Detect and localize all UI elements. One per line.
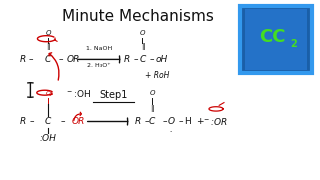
Text: O: O — [45, 30, 51, 36]
FancyBboxPatch shape — [245, 9, 307, 70]
Text: O: O — [45, 91, 51, 96]
Text: ‖: ‖ — [141, 43, 144, 50]
Text: ..: .. — [170, 128, 173, 133]
Text: $^-$:OH: $^-$:OH — [65, 88, 92, 99]
Text: $^-$:OR: $^-$:OR — [202, 116, 227, 127]
Text: –: – — [28, 55, 33, 64]
Text: OR: OR — [67, 55, 80, 64]
Text: O: O — [140, 30, 145, 36]
Text: –: – — [163, 117, 167, 126]
Text: –: – — [29, 117, 34, 126]
Text: C: C — [149, 117, 155, 126]
Text: –: – — [59, 55, 63, 64]
Text: C: C — [139, 55, 146, 64]
Text: C: C — [45, 117, 51, 126]
Text: –: – — [60, 117, 65, 126]
Text: –: – — [179, 117, 183, 126]
Text: H: H — [184, 117, 191, 126]
Text: 2. H₃O⁺: 2. H₃O⁺ — [87, 63, 111, 68]
Text: +: + — [196, 117, 204, 126]
Text: CC: CC — [259, 28, 285, 46]
Text: –: – — [150, 55, 154, 64]
Text: C: C — [45, 55, 51, 64]
Text: oH: oH — [156, 55, 168, 64]
Text: Minute Mechanisms: Minute Mechanisms — [62, 9, 213, 24]
Text: –: – — [145, 117, 149, 126]
Text: –: – — [134, 55, 138, 64]
Text: 1. NaOH: 1. NaOH — [86, 46, 112, 51]
Text: ‖: ‖ — [46, 43, 50, 50]
Text: R: R — [123, 55, 130, 64]
Text: R: R — [134, 117, 141, 126]
Text: O: O — [168, 117, 175, 126]
Text: OR: OR — [72, 117, 85, 126]
Text: :OH: :OH — [40, 134, 56, 143]
Text: Step1: Step1 — [100, 90, 128, 100]
Text: R: R — [19, 55, 26, 64]
Text: + RoH: + RoH — [145, 71, 169, 80]
FancyBboxPatch shape — [240, 6, 312, 73]
Text: R: R — [19, 117, 26, 126]
Text: ‖: ‖ — [150, 105, 154, 112]
Text: O: O — [149, 90, 155, 96]
Text: 2: 2 — [290, 39, 297, 49]
